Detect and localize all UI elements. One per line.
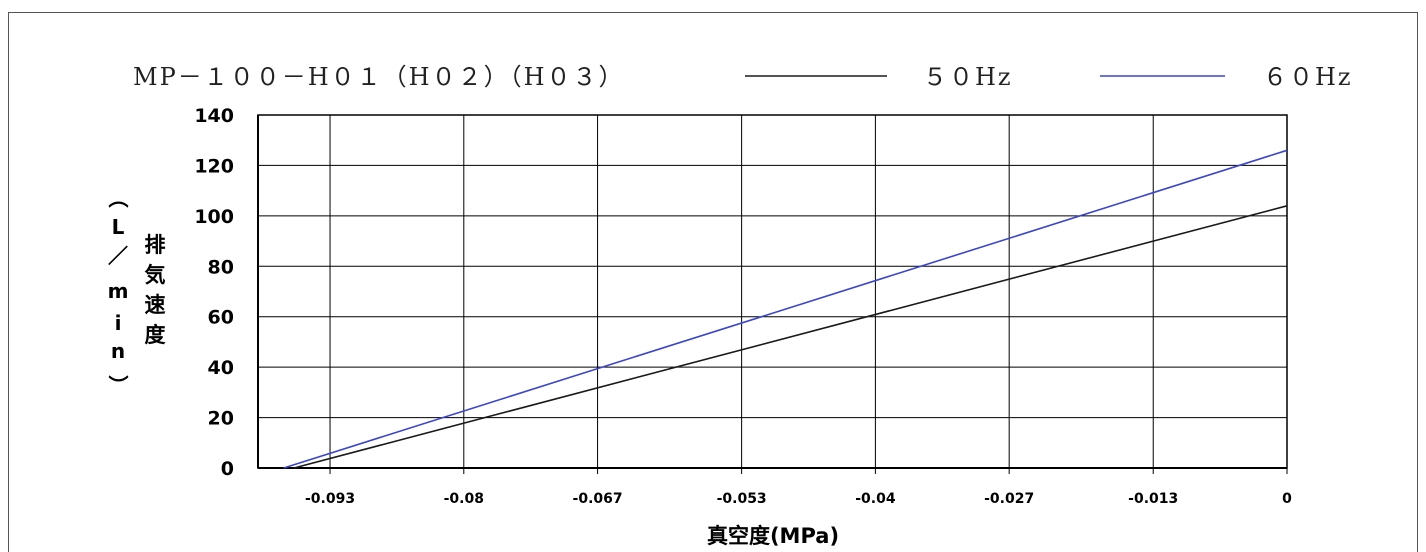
legend-label-0: ５０Hz — [923, 63, 1013, 91]
y-label-unit-char-6: ） — [106, 375, 130, 395]
y-tick-label-2: 40 — [208, 357, 234, 379]
grid — [257, 114, 1288, 474]
x-tick-label-4: -0.04 — [855, 491, 896, 507]
y-tick-label-1: 20 — [208, 408, 234, 430]
x-axis-label: 真空度(MPa) — [707, 524, 839, 548]
legend: ５０Hz ６０Hz — [745, 63, 1353, 91]
y-tick-label-4: 80 — [208, 256, 234, 278]
x-tick-labels: -0.093 -0.08 -0.067 -0.053 -0.04 -0.027 -0.013… — [305, 491, 1292, 507]
plot-area — [257, 114, 1288, 469]
y-tick-label-6: 120 — [194, 155, 234, 177]
chart-frame — [8, 12, 1418, 552]
y-label-char-0: 排 — [145, 233, 166, 257]
x-tick-label-0: -0.093 — [305, 491, 355, 507]
x-tick-label-7: 0 — [1282, 491, 1292, 507]
x-tick-label-1: -0.08 — [444, 491, 484, 507]
y-tick-label-3: 60 — [208, 307, 234, 329]
y-label-unit-char-5: n — [111, 339, 125, 363]
y-tick-labels: 0 20 40 60 80 100 120 140 — [194, 105, 234, 480]
y-label-unit-char-3: m — [108, 279, 129, 303]
y-tick-label-7: 140 — [194, 105, 234, 127]
y-tick-label-0: 0 — [221, 458, 234, 480]
chart-title: MP－１００－H０１（H０２）（H０３） — [133, 63, 625, 91]
series-line-1 — [283, 149, 1288, 469]
legend-label-1: ６０Hz — [1263, 63, 1353, 91]
x-tick-label-2: -0.067 — [573, 491, 623, 507]
y-label-unit-char-4: i — [115, 311, 122, 335]
y-label-char-2: 速 — [145, 293, 166, 317]
y-label-unit-char-0: （ — [106, 188, 130, 208]
y-tick-label-5: 100 — [194, 206, 234, 228]
series-lines — [283, 149, 1288, 469]
y-label-unit-char-2: ／ — [108, 244, 128, 268]
series-line-0 — [293, 205, 1288, 469]
x-tick-label-5: -0.027 — [984, 491, 1034, 507]
y-label-char-1: 気 — [145, 263, 166, 287]
x-tick-label-6: -0.013 — [1128, 491, 1178, 507]
x-tick-label-3: -0.053 — [717, 491, 767, 507]
y-label-unit-char-1: L — [112, 215, 125, 239]
y-label-char-3: 度 — [145, 323, 166, 347]
